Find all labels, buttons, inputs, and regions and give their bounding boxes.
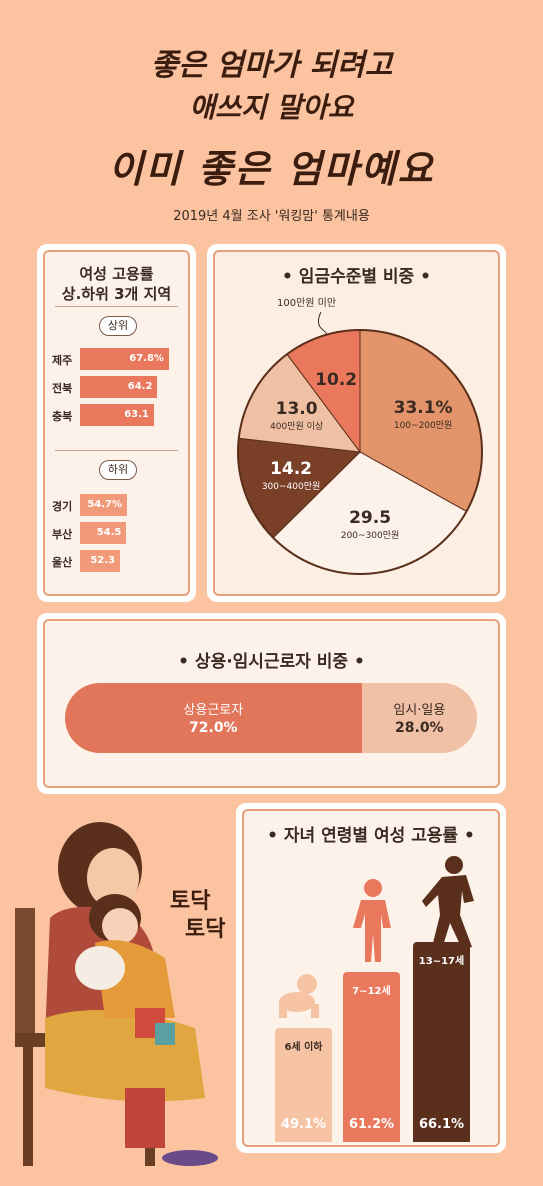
region-employment-card: 여성 고용률 상.하위 3개 지역 상위 제주 67.8% 전북 64.2 충북 63.1…	[37, 244, 196, 602]
headline-line-3: 이미 좋은 엄마예요	[108, 146, 435, 191]
patting-text: 토닥	[185, 916, 225, 942]
regular-worker-value: 72.0%	[189, 720, 238, 736]
divider	[55, 450, 178, 451]
hero-header: 좋은 엄마가 되려고 애쓰지 말아요 이미 좋은 엄마예요 2019년 4월 조…	[0, 0, 543, 240]
pie-slice-category: 400만원 이상	[270, 422, 324, 433]
age-bar: 6세 이하 49.1%	[275, 1028, 332, 1142]
bottom-region-bar: 54.5	[80, 522, 127, 544]
chair-back	[15, 908, 35, 1038]
age-bar: 13~17세 66.1%	[413, 942, 470, 1142]
survey-subtitle: 2019년 4월 조사 '워킹맘' 통계내용	[173, 209, 370, 224]
bottom-region-bar: 52.3	[80, 550, 120, 572]
employment-stacked-bar: 상용근로자 72.0% 임시·일용 28.0%	[65, 683, 477, 753]
top-region-bar: 63.1	[80, 404, 154, 426]
region-title-line-1: 여성 고용률	[79, 265, 154, 283]
temp-worker-value: 28.0%	[395, 720, 444, 736]
region-card-title: 여성 고용률 상.하위 3개 지역	[45, 264, 188, 304]
bottom-rank-badge: 하위	[99, 460, 137, 480]
mother-skirt	[45, 1010, 205, 1102]
age-bar-label: 13~17세	[418, 956, 465, 967]
pie-slice-category: 100~200만원	[393, 421, 453, 432]
top-region-bar: 64.2	[80, 376, 158, 398]
pie-outline	[237, 329, 483, 575]
pie-slice-value: 13.0	[275, 399, 318, 420]
baby-silhouette-icon	[279, 974, 319, 1018]
wage-distribution-card: • 임금수준별 비중 • 100만원 미만 33.1% 100~200만원 29.5…	[207, 244, 506, 602]
region-name: 울산	[52, 556, 73, 569]
employment-chart-title: • 상용·임시근로자 비중 •	[178, 652, 365, 672]
temp-worker-segment: 임시·일용 28.0%	[361, 683, 477, 753]
teen-silhouette-icon	[422, 856, 474, 949]
region-name: 전북	[52, 382, 73, 395]
regular-worker-segment: 상용근로자 72.0%	[65, 683, 362, 753]
pie-slice-label: 14.2 300~400만원	[262, 459, 320, 492]
mother-leg	[125, 1088, 165, 1148]
child-sock	[155, 1023, 175, 1045]
top-rank-badge: 상위	[99, 316, 137, 336]
pie-slice-value: 29.5	[349, 508, 392, 529]
mother-child-illustration: 토닥 토닥	[15, 822, 225, 1166]
region-name: 경기	[52, 500, 73, 513]
age-bar-value: 66.1%	[418, 1117, 465, 1132]
wage-chart-title: • 임금수준별 비중 •	[282, 267, 431, 287]
divider	[55, 306, 178, 307]
age-chart-title: • 자녀 연령별 여성 고용률 •	[267, 826, 475, 846]
pie-slice-category: 200~300만원	[340, 531, 400, 542]
child-silhouette-icon	[353, 879, 391, 962]
pie-slice-value: 14.2	[270, 459, 313, 480]
mother-face	[87, 848, 139, 908]
callout-label: 100만원 미만	[277, 298, 337, 309]
chair-leg	[23, 1046, 33, 1166]
pie-slice-category: 300~400만원	[261, 482, 321, 493]
pie-slice-value: 10.2	[315, 370, 358, 391]
bottom-region-bar: 54.7%	[80, 494, 128, 516]
teddy-bear	[75, 946, 125, 990]
child-face	[102, 908, 138, 944]
pie-slice-label: 13.0 400만원 이상	[270, 399, 323, 432]
region-name: 충북	[52, 410, 73, 423]
headline-line-1: 좋은 엄마가 되려고	[150, 48, 393, 83]
region-title-line-2: 상.하위 3개 지역	[61, 285, 172, 303]
age-bar-value: 61.2%	[348, 1116, 395, 1132]
pie-slice-label: 33.1% 100~200만원	[394, 398, 453, 431]
mother-shoe	[162, 1150, 218, 1166]
age-bar-value: 49.1%	[280, 1116, 327, 1132]
age-bar-label: 7~12세	[352, 985, 391, 997]
age-bar: 7~12세 61.2%	[343, 971, 400, 1142]
top-region-bar: 67.8%	[80, 348, 169, 370]
regular-worker-label: 상용근로자	[183, 703, 244, 718]
pie-slice-label: 10.2	[315, 370, 357, 390]
region-name: 부산	[52, 528, 73, 541]
temp-worker-label: 임시·일용	[393, 703, 446, 718]
pie-slice-value: 33.1%	[393, 398, 453, 419]
pie-slice-label: 29.5 200~300만원	[341, 508, 399, 541]
patting-text: 토닥	[170, 888, 210, 914]
age-bar-label: 6세 이하	[284, 1042, 323, 1054]
wage-pie-chart	[237, 329, 483, 575]
region-name: 제주	[52, 354, 73, 367]
headline-line-2: 애쓰지 말아요	[189, 91, 354, 124]
